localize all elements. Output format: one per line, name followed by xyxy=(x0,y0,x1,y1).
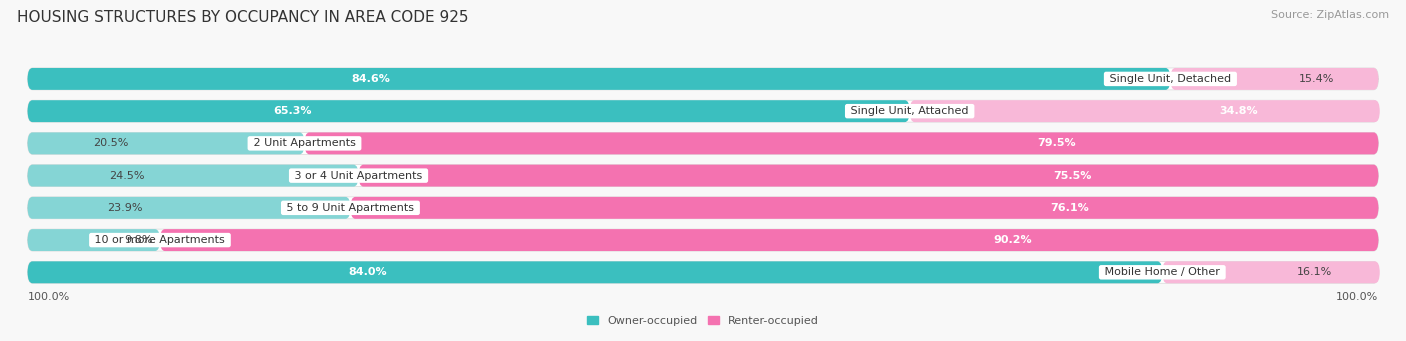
Text: 84.6%: 84.6% xyxy=(352,74,389,84)
Text: 100.0%: 100.0% xyxy=(28,292,70,302)
Text: 79.5%: 79.5% xyxy=(1038,138,1076,148)
Text: 5 to 9 Unit Apartments: 5 to 9 Unit Apartments xyxy=(283,203,418,213)
Text: 23.9%: 23.9% xyxy=(107,203,142,213)
FancyBboxPatch shape xyxy=(1170,68,1378,90)
FancyBboxPatch shape xyxy=(28,165,359,187)
FancyBboxPatch shape xyxy=(28,229,160,251)
FancyBboxPatch shape xyxy=(359,165,1378,187)
FancyBboxPatch shape xyxy=(28,261,1163,283)
Text: 2 Unit Apartments: 2 Unit Apartments xyxy=(250,138,359,148)
FancyBboxPatch shape xyxy=(28,132,1378,154)
Text: Single Unit, Attached: Single Unit, Attached xyxy=(848,106,972,116)
FancyBboxPatch shape xyxy=(160,229,1378,251)
Text: 84.0%: 84.0% xyxy=(349,267,387,277)
Text: Mobile Home / Other: Mobile Home / Other xyxy=(1101,267,1223,277)
FancyBboxPatch shape xyxy=(28,197,350,219)
Text: Source: ZipAtlas.com: Source: ZipAtlas.com xyxy=(1271,10,1389,20)
Text: 20.5%: 20.5% xyxy=(93,138,128,148)
Text: 10 or more Apartments: 10 or more Apartments xyxy=(91,235,229,245)
Text: Single Unit, Detached: Single Unit, Detached xyxy=(1107,74,1234,84)
Text: 76.1%: 76.1% xyxy=(1050,203,1090,213)
FancyBboxPatch shape xyxy=(28,100,910,122)
Text: 3 or 4 Unit Apartments: 3 or 4 Unit Apartments xyxy=(291,170,426,181)
Text: 90.2%: 90.2% xyxy=(994,235,1032,245)
FancyBboxPatch shape xyxy=(910,100,1379,122)
Text: 16.1%: 16.1% xyxy=(1296,267,1331,277)
Text: HOUSING STRUCTURES BY OCCUPANCY IN AREA CODE 925: HOUSING STRUCTURES BY OCCUPANCY IN AREA … xyxy=(17,10,468,25)
Text: 75.5%: 75.5% xyxy=(1053,170,1091,181)
FancyBboxPatch shape xyxy=(350,197,1378,219)
Text: 100.0%: 100.0% xyxy=(1336,292,1378,302)
Legend: Owner-occupied, Renter-occupied: Owner-occupied, Renter-occupied xyxy=(582,311,824,330)
FancyBboxPatch shape xyxy=(28,261,1378,283)
Text: 24.5%: 24.5% xyxy=(110,170,145,181)
FancyBboxPatch shape xyxy=(28,68,1170,90)
Text: 65.3%: 65.3% xyxy=(273,106,312,116)
FancyBboxPatch shape xyxy=(28,132,305,154)
FancyBboxPatch shape xyxy=(28,165,1378,187)
FancyBboxPatch shape xyxy=(1163,261,1379,283)
Text: 9.8%: 9.8% xyxy=(125,235,153,245)
FancyBboxPatch shape xyxy=(28,68,1378,90)
FancyBboxPatch shape xyxy=(28,229,1378,251)
Text: 34.8%: 34.8% xyxy=(1219,106,1258,116)
FancyBboxPatch shape xyxy=(28,197,1378,219)
FancyBboxPatch shape xyxy=(305,132,1378,154)
FancyBboxPatch shape xyxy=(28,100,1378,122)
Text: 15.4%: 15.4% xyxy=(1298,74,1334,84)
